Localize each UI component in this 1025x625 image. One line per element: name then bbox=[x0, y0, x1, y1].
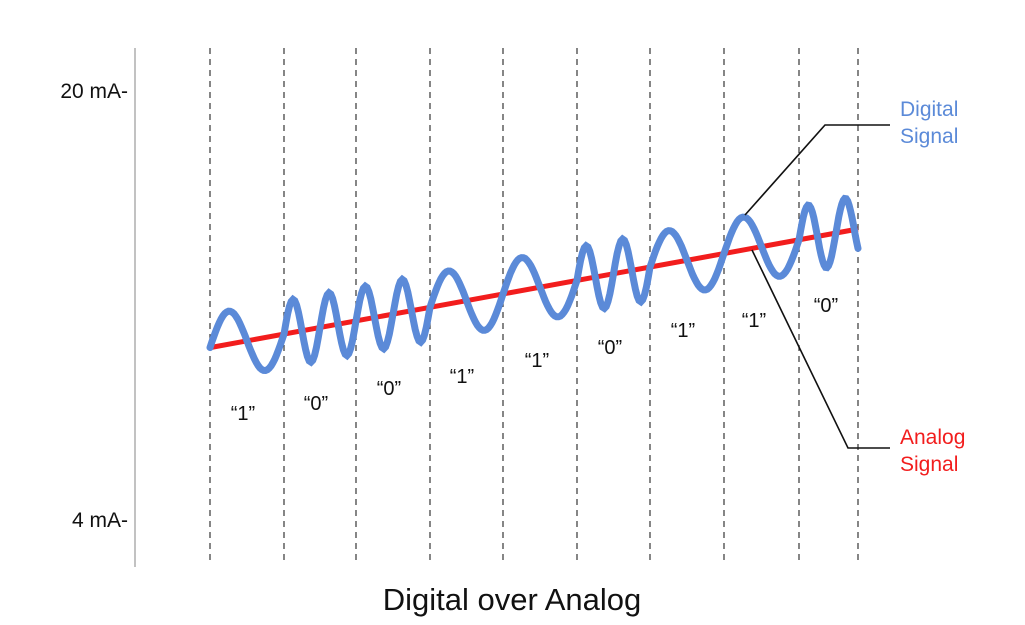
title: Digital over Analog bbox=[383, 582, 642, 617]
bit-label: “0” bbox=[377, 378, 401, 400]
axis-label: 20 mA- bbox=[60, 80, 128, 103]
bit-label: “0” bbox=[814, 295, 838, 317]
bit-label: “1” bbox=[525, 350, 549, 372]
analog-signal bbox=[207, 226, 859, 351]
bit-labels: “1” “0” “0” “1” “1” “0” “1” “1” “0” bbox=[231, 295, 838, 425]
bit-label: “1” bbox=[671, 320, 695, 342]
digital-legend: Signal bbox=[900, 125, 958, 148]
analog-legend: Analog bbox=[900, 426, 965, 449]
bit-label: “0” bbox=[304, 393, 328, 415]
dividers bbox=[209, 48, 859, 562]
analog-leader bbox=[751, 249, 890, 449]
digital-signal bbox=[206, 194, 862, 375]
bit-label: “1” bbox=[450, 366, 474, 388]
axis-label: 4 mA- bbox=[72, 509, 128, 532]
analog-legend: Signal bbox=[900, 453, 958, 476]
bit-label: “0” bbox=[598, 337, 622, 359]
digital-leader bbox=[744, 124, 890, 216]
bit-label: “1” bbox=[231, 403, 255, 425]
digital-legend: Digital bbox=[900, 98, 958, 121]
bit-label: “1” bbox=[742, 310, 766, 332]
